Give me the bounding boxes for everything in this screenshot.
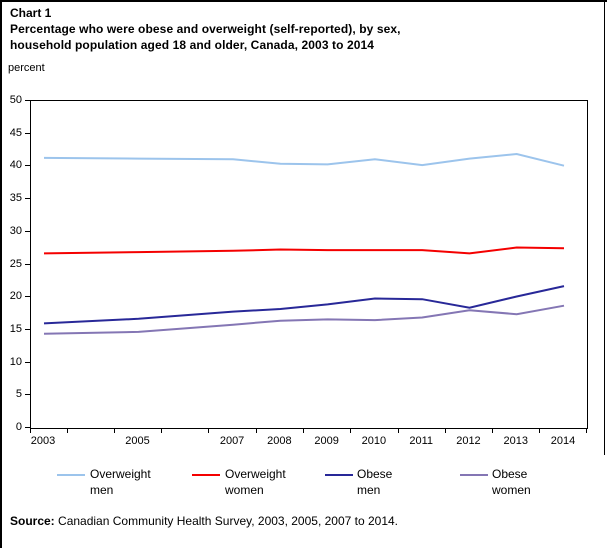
x-axis-tick-label: 2005 [125,435,150,447]
y-axis-unit-label: percent [8,62,45,74]
x-axis-tick-mark [161,429,163,433]
legend-label-overweight-women: Overweight women [225,466,286,498]
legend-swatch-obese-men [325,474,353,476]
x-axis-tick-mark [66,429,68,433]
data-series-obese-men [43,285,565,325]
chart-number-label: Chart 1 [10,6,52,20]
x-axis-tick-mark [444,429,446,433]
x-axis-tick-mark [30,429,31,433]
line-chart-canvas [43,152,565,335]
x-axis-tick-mark [492,429,494,433]
data-series-overweight-women [43,246,565,255]
y-axis-tick-mark [25,100,30,101]
figure-border-right [604,0,605,455]
figure-border-top [0,0,607,2]
legend-swatch-overweight-women [192,474,220,476]
x-axis-tick-mark [208,429,210,433]
legend-swatch-obese-women [460,474,488,476]
y-axis-tick-label: 20 [9,290,22,303]
x-axis-tick-label: 2010 [361,435,387,447]
legend-label-obese-men: Obese men [357,466,392,498]
x-axis-tick-mark [586,429,587,433]
x-axis-tick-label: 2007 [219,435,245,447]
x-axis-tick-label: 2011 [409,435,433,447]
y-axis-tick-mark [25,263,30,265]
y-axis-tick-mark [25,296,30,298]
legend-label-text: men [90,483,114,497]
y-axis-tick-label: 50 [9,94,22,106]
plot-area [30,100,588,429]
x-axis-tick-label: 2014 [550,435,576,447]
figure-border-left [0,0,2,548]
x-axis-tick-mark [113,429,115,433]
x-axis-tick-mark [303,429,304,433]
y-axis-tick-mark [25,361,30,363]
y-axis-tick-mark [25,328,30,330]
y-axis-tick-label: 30 [9,224,22,237]
legend-label-text: women [225,483,264,497]
y-axis-tick-mark [25,230,30,232]
x-axis-tick-label: 2013 [503,435,528,447]
y-axis-tick-mark [25,394,30,396]
legend-label-text: Overweight [225,467,286,481]
y-axis-tick-label: 40 [9,159,22,172]
chart-title-line1: Percentage who were obese and overweight… [10,22,401,36]
source-text: Canadian Community Health Survey, 2003, … [54,514,399,528]
y-axis-tick-mark [25,165,30,167]
x-axis-tick-label: 2012 [456,435,481,447]
y-axis-tick-label: 5 [15,388,22,401]
y-axis-tick-mark [25,198,30,200]
legend-label-text: Obese men [357,467,393,497]
x-axis-tick-label: 2003 [30,435,56,447]
chart-title-line2: household population aged 18 and older, … [10,38,375,52]
y-axis-tick-mark [25,427,30,428]
x-axis-tick-label: 2009 [314,435,339,447]
y-axis-tick-label: 15 [9,322,22,335]
x-axis-tick-mark [350,429,352,433]
x-axis-tick-mark [539,429,541,433]
legend-label-text: Obese women [492,467,531,497]
data-series-overweight-men [43,152,565,167]
y-axis-tick-label: 0 [15,421,22,433]
legend-swatch-overweight-men [57,474,85,476]
legend-label-text: Overweight [90,467,151,481]
y-axis-tick-mark [25,132,30,134]
source-note: Source: Canadian Community Health Survey… [10,514,398,528]
x-axis-tick-mark [255,429,257,433]
y-axis-tick-label: 35 [9,192,22,205]
legend-label-obese-women: Obese women [492,466,531,498]
source-prefix: Source: [10,514,55,528]
legend-label-overweight-men: Overweight men [90,466,151,498]
x-axis-tick-mark [397,429,399,433]
data-series-obese-women [43,304,565,335]
y-axis-tick-label: 45 [9,126,22,139]
x-axis-tick-label: 2008 [267,435,292,447]
y-axis-tick-label: 25 [9,257,22,270]
y-axis-tick-label: 10 [9,355,22,368]
